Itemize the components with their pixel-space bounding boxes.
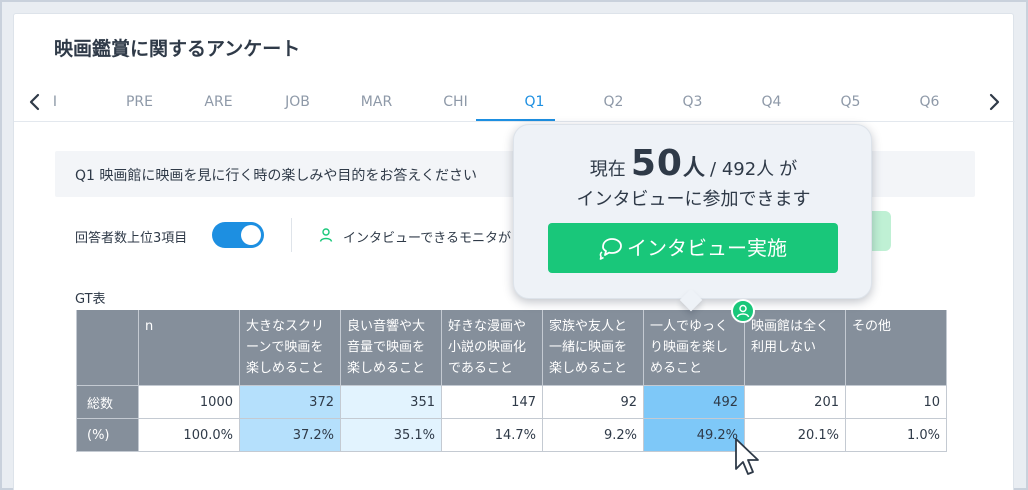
chevron-left-icon[interactable] (24, 90, 46, 114)
gt-table: n 大きなスクリ ーンで映画を 楽しめること 良い音響や大 音量で映画を 楽しめること 好きな… (76, 310, 947, 452)
table-cell: 20.1% (744, 418, 846, 452)
column-header-line: 一緒に映画を (549, 340, 628, 355)
person-icon (319, 228, 333, 242)
column-header-line: 映画館は全く (751, 319, 830, 334)
tab-job[interactable]: JOB (285, 94, 310, 110)
survey-card: 映画鑑賞に関するアンケート I PRE ARE JOB MAR CHI Q1 Q2 Q3 Q4 Q5… (13, 13, 1015, 490)
table-cell: 1000 (138, 385, 240, 419)
tab-q4[interactable]: Q4 (761, 94, 782, 110)
interview-popover: 現在 50人 / 492人 が インタビューに参加できます インタビュー実施 (513, 124, 872, 299)
popover-count-line: 現在 50人 / 492人 が (514, 143, 873, 184)
popover-prefix: 現在 (589, 159, 626, 180)
interview-person-badge[interactable] (731, 299, 755, 323)
tab-pre[interactable]: PRE (125, 94, 153, 110)
chevron-right-icon[interactable] (983, 90, 1005, 114)
table-cell: 100.0% (138, 418, 240, 452)
column-header-line: 楽しめること (246, 361, 325, 376)
tab-are[interactable]: ARE (204, 94, 233, 110)
interview-button-label: インタビュー実施 (627, 236, 787, 260)
column-header-line: 一人でゆっく (650, 319, 729, 334)
column-header: 家族や友人と 一緒に映画を 楽しめること (542, 310, 644, 386)
column-header-line: 利用しない (751, 340, 817, 355)
column-header: 一人でゆっく り映画を楽し めること (643, 310, 745, 386)
table-cell: 1.0% (845, 418, 947, 452)
column-header-line: り映画を楽し (650, 340, 729, 355)
table-cell: 492 (643, 385, 745, 419)
table-cell: 49.2% (643, 418, 745, 452)
table-row: 総数 1000 372 351 147 92 492 201 10 (76, 385, 947, 419)
tab-q3[interactable]: Q3 (682, 94, 703, 110)
column-header-line: めること (650, 361, 703, 376)
monitor-filter-label[interactable]: インタビューできるモニタが (343, 231, 511, 246)
table-cell: 351 (340, 385, 442, 419)
table-cell: 14.7% (441, 418, 543, 452)
column-header-line: ーンで映画を (246, 340, 324, 355)
table-cell: 201 (744, 385, 846, 419)
person-icon (736, 304, 750, 318)
column-header-line: その他 (852, 319, 892, 334)
column-header-n: n (138, 310, 240, 386)
top3-label: 回答者数上位3項目 (75, 231, 188, 246)
column-header-line: 音量で映画を (347, 340, 426, 355)
question-tab-bar: I PRE ARE JOB MAR CHI Q1 Q2 Q3 Q4 Q5 Q6 (14, 84, 1015, 122)
divider (291, 218, 292, 252)
active-tab-indicator (476, 119, 555, 121)
table-cell: 37.2% (239, 418, 341, 452)
tab-chi[interactable]: CHI (443, 94, 468, 110)
top3-toggle[interactable] (212, 222, 264, 248)
popover-current-unit: 人 (682, 156, 705, 181)
row-header: 総数 (76, 385, 139, 419)
tab-i[interactable]: I (52, 94, 58, 110)
popover-current-count: 50 (630, 143, 683, 184)
column-header-line: であること (448, 361, 513, 376)
table-cell: 9.2% (542, 418, 644, 452)
row-header: (%) (76, 418, 139, 452)
tab-q5[interactable]: Q5 (840, 94, 861, 110)
column-header-line: 好きな漫画や (448, 319, 527, 334)
question-text: Q1 映画館に映画を見に行く時の楽しみや目的をお答えください (75, 168, 477, 184)
tab-q1[interactable]: Q1 (524, 94, 545, 110)
tab-q2[interactable]: Q2 (603, 94, 624, 110)
toggle-knob (241, 225, 261, 245)
popover-total: / 492人 (710, 159, 775, 180)
column-header: その他 (845, 310, 947, 386)
table-cell: 10 (845, 385, 947, 419)
tab-mar[interactable]: MAR (360, 94, 393, 110)
column-header-line: 家族や友人と (549, 319, 628, 334)
table-corner (76, 310, 139, 386)
table-cell: 372 (239, 385, 341, 419)
interview-button[interactable]: インタビュー実施 (548, 223, 838, 273)
popover-suffix: が (779, 159, 798, 180)
column-header-line: 楽しめること (549, 361, 628, 376)
column-header-line: 大きなスクリ (246, 319, 325, 334)
table-cell: 92 (542, 385, 644, 419)
tab-q6[interactable]: Q6 (919, 94, 940, 110)
survey-title: 映画鑑賞に関するアンケート (54, 38, 301, 60)
column-header-line: n (145, 319, 154, 334)
column-header-line: 良い音響や大 (347, 319, 426, 334)
chat-bubbles-icon (599, 238, 622, 260)
column-header: 良い音響や大 音量で映画を 楽しめること (340, 310, 442, 386)
gt-table-label: GT表 (75, 292, 106, 307)
popover-description: インタビューに参加できます (576, 189, 811, 210)
mouse-cursor-icon (735, 438, 759, 475)
column-header: 大きなスクリ ーンで映画を 楽しめること (239, 310, 341, 386)
column-header-line: 小説の映画化 (448, 340, 527, 355)
column-header: 好きな漫画や 小説の映画化 であること (441, 310, 543, 386)
column-header-line: 楽しめること (347, 361, 426, 376)
table-cell: 147 (441, 385, 543, 419)
table-row: (%) 100.0% 37.2% 35.1% 14.7% 9.2% 49.2% 20.1% 1.… (76, 418, 947, 452)
column-header: 映画館は全く 利用しない (744, 310, 846, 386)
table-cell: 35.1% (340, 418, 442, 452)
